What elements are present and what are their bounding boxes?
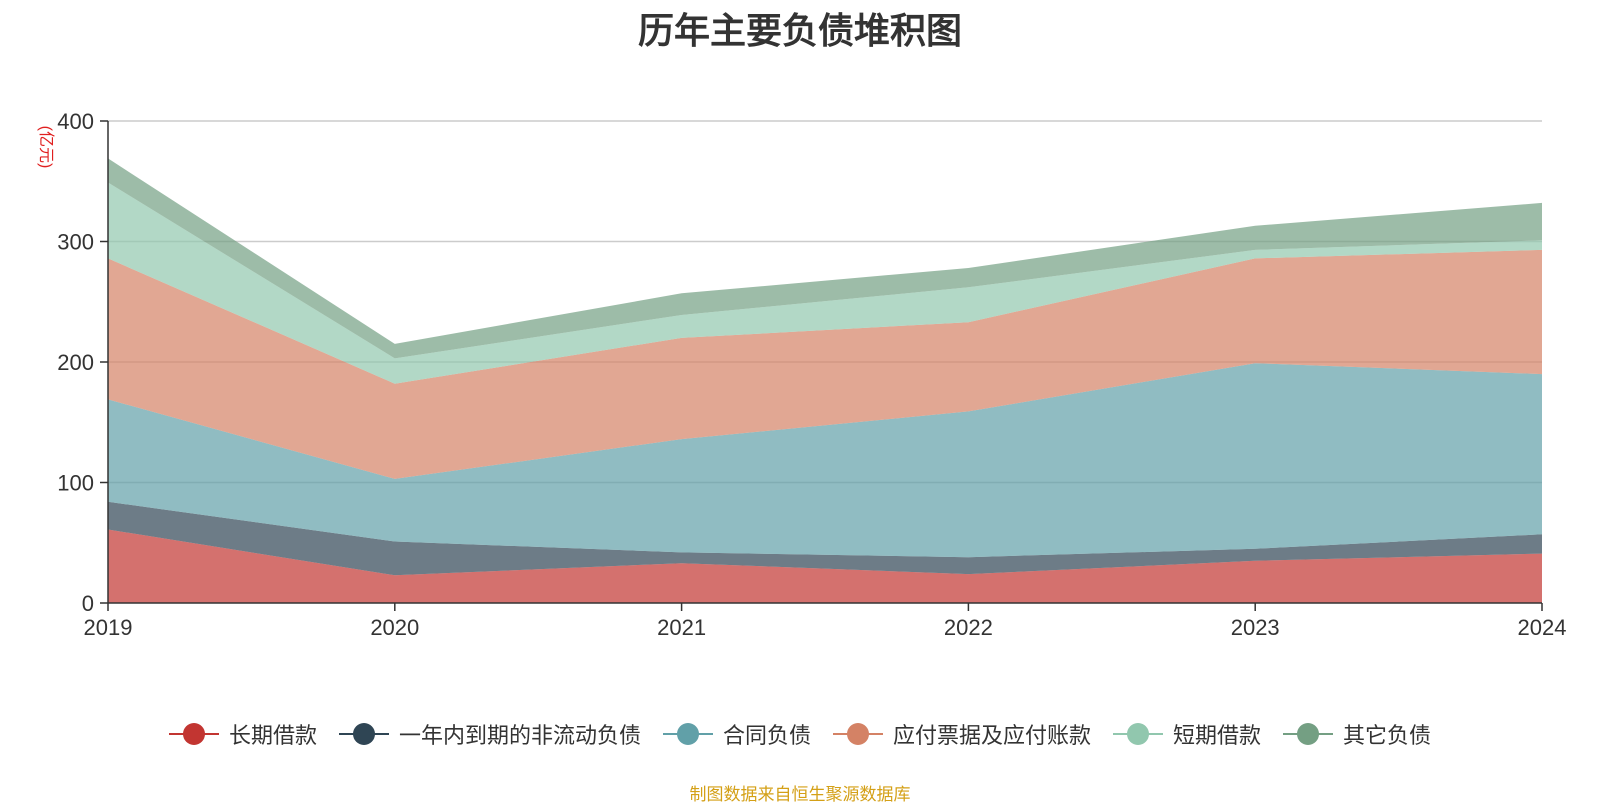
legend-item-2[interactable]: 一年内到期的非流动负债 [338, 718, 641, 750]
legend-item-3[interactable]: 合同负债 [662, 718, 811, 750]
y-tick-label: 400 [57, 109, 94, 134]
area-series-1 [108, 529, 1542, 603]
legend-label: 短期借款 [1173, 724, 1262, 749]
y-tick-label: 200 [57, 350, 94, 375]
chart-title: 历年主要负债堆积图 [637, 11, 962, 52]
legend: 长期借款 一年内到期的非流动负债 合同负债 应付票据及应付账款 短期借款 其它负债 [0, 718, 1600, 750]
x-tick-label: 2020 [370, 615, 419, 640]
legend-item-6[interactable]: 其它负债 [1283, 718, 1431, 750]
legend-item-4[interactable]: 应付票据及应付账款 [833, 718, 1091, 750]
area-series-2 [108, 501, 1542, 576]
area-series-4 [108, 249, 1542, 479]
y-tick-label: 300 [57, 230, 94, 255]
legend-label: 应付票据及应付账款 [893, 724, 1092, 749]
legend-marker-icon [662, 722, 713, 746]
axes [100, 120, 1543, 611]
legend-label: 一年内到期的非流动负债 [398, 724, 641, 749]
x-tick-label: 2024 [1518, 615, 1567, 640]
legend-item-5[interactable]: 短期借款 [1113, 718, 1261, 750]
x-tick-label: 2023 [1231, 615, 1280, 640]
y-unit-label: (亿元) [37, 126, 55, 169]
legend-marker-icon [833, 722, 883, 746]
y-tick-label: 100 [57, 471, 94, 496]
legend-marker-icon [168, 722, 219, 746]
x-tick-label: 2022 [944, 615, 993, 640]
legend-marker-icon [1113, 722, 1164, 746]
legend-marker-icon [1283, 722, 1334, 746]
legend-label: 长期借款 [228, 724, 317, 749]
x-tick-label: 2021 [657, 615, 706, 640]
legend-item-1[interactable]: 长期借款 [168, 718, 317, 750]
source-note: 制图数据来自恒生聚源数据库 [689, 785, 911, 805]
tick-labels: 0 100 200 300 400 2019 2020 2021 2022 2023 2024 [57, 109, 1566, 640]
area-series-3 [108, 363, 1542, 558]
legend-label: 其它负债 [1343, 724, 1432, 749]
x-tick-label: 2019 [84, 615, 133, 640]
legend-label: 合同负债 [722, 724, 811, 749]
y-tick-label: 0 [82, 591, 94, 616]
legend-marker-icon [338, 722, 389, 746]
area-series [108, 158, 1542, 603]
